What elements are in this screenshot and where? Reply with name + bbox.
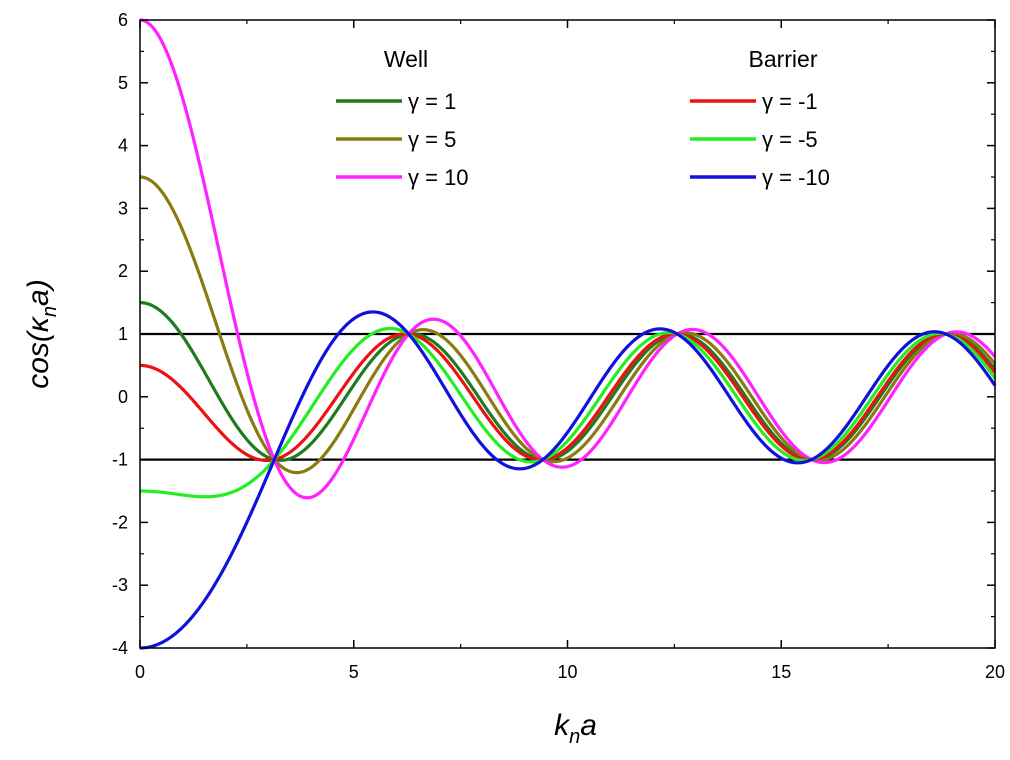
legend: Well γ = 1 γ = 5 γ = 10 Barrier γ = -1 γ = -5 γ… xyxy=(336,46,830,190)
legend-group-title: Well xyxy=(384,46,428,72)
x-tick-label: 15 xyxy=(771,662,791,682)
y-tick-label: 2 xyxy=(118,261,128,281)
y-axis-title: cos(κna) xyxy=(22,279,61,389)
series-line xyxy=(139,18,997,500)
series-line xyxy=(139,301,997,462)
legend-group-title: Barrier xyxy=(748,46,817,72)
y-tick-label: -2 xyxy=(112,512,128,532)
legend-label: γ = 1 xyxy=(408,89,456,114)
legend-label: γ = -10 xyxy=(762,165,830,190)
legend-label: γ = 10 xyxy=(408,165,469,190)
series-layer xyxy=(139,18,997,650)
plot-frame xyxy=(139,19,996,649)
y-tick-label: 4 xyxy=(118,136,128,156)
legend-label: γ = -5 xyxy=(762,127,818,152)
series-line xyxy=(139,175,997,475)
x-tick-label: 10 xyxy=(557,662,577,682)
y-tick-label: 3 xyxy=(118,198,128,218)
series-line xyxy=(139,332,997,463)
y-tick-label: -1 xyxy=(112,450,128,470)
y-tick-label: 1 xyxy=(118,324,128,344)
y-tick-label: 0 xyxy=(118,387,128,407)
x-axis-title: kna xyxy=(554,709,597,748)
x-tick-label: 20 xyxy=(985,662,1005,682)
legend-label: γ = 5 xyxy=(408,127,456,152)
y-tick-label: 6 xyxy=(118,10,128,30)
series-line xyxy=(139,326,997,499)
y-tick-label: 5 xyxy=(118,73,128,93)
axis-titles: kna cos(κna) xyxy=(22,279,597,748)
x-tick-label: 5 xyxy=(349,662,359,682)
y-tick-label: -4 xyxy=(112,638,128,658)
y-tick-label: -3 xyxy=(112,575,128,595)
y-axis-title-group: cos(κna) xyxy=(22,279,61,389)
legend-label: γ = -1 xyxy=(762,89,818,114)
x-tick-label: 0 xyxy=(135,662,145,682)
series-line xyxy=(139,310,997,650)
